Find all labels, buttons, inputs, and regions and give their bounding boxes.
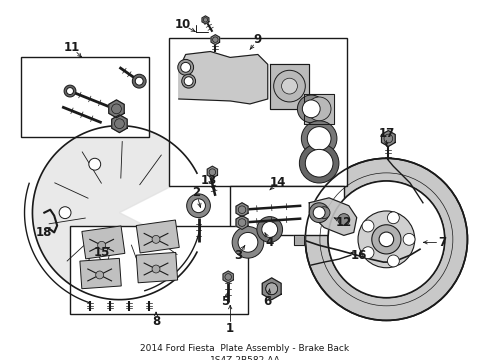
Text: 5: 5 xyxy=(221,295,229,308)
Circle shape xyxy=(262,221,278,237)
Circle shape xyxy=(266,283,278,295)
Circle shape xyxy=(301,121,337,156)
Circle shape xyxy=(187,194,210,217)
Bar xyxy=(169,38,347,186)
Text: 1: 1 xyxy=(226,322,234,335)
Circle shape xyxy=(96,271,103,279)
Polygon shape xyxy=(179,51,268,104)
Circle shape xyxy=(282,78,297,94)
Polygon shape xyxy=(236,203,248,217)
Circle shape xyxy=(238,233,258,252)
Circle shape xyxy=(372,225,401,254)
Text: 11: 11 xyxy=(64,41,80,54)
Circle shape xyxy=(59,207,71,219)
Circle shape xyxy=(274,70,305,102)
Polygon shape xyxy=(202,16,209,24)
Circle shape xyxy=(379,232,393,247)
Text: 13: 13 xyxy=(200,174,217,186)
Circle shape xyxy=(67,87,74,95)
Polygon shape xyxy=(262,278,281,300)
Circle shape xyxy=(89,255,100,267)
Text: 10: 10 xyxy=(174,18,191,31)
Circle shape xyxy=(64,85,76,97)
Circle shape xyxy=(297,95,325,123)
Bar xyxy=(21,58,149,136)
Circle shape xyxy=(328,181,445,298)
Circle shape xyxy=(313,207,325,219)
Polygon shape xyxy=(382,131,395,147)
Text: 2: 2 xyxy=(193,186,200,199)
Polygon shape xyxy=(270,64,309,109)
Bar xyxy=(82,226,125,259)
Text: 6: 6 xyxy=(264,295,272,308)
Polygon shape xyxy=(112,115,127,132)
Polygon shape xyxy=(309,198,357,235)
Circle shape xyxy=(388,212,399,224)
Text: 8: 8 xyxy=(152,315,160,328)
Circle shape xyxy=(232,226,264,258)
Circle shape xyxy=(132,74,146,88)
Text: 3: 3 xyxy=(234,249,242,262)
Bar xyxy=(80,258,121,289)
Text: 4: 4 xyxy=(266,236,274,249)
Circle shape xyxy=(302,100,320,118)
Text: 14: 14 xyxy=(270,176,286,189)
Text: 15: 15 xyxy=(94,246,110,259)
Polygon shape xyxy=(32,126,197,300)
Circle shape xyxy=(299,143,339,183)
Circle shape xyxy=(338,213,350,225)
Bar xyxy=(136,252,178,283)
Circle shape xyxy=(182,74,196,88)
Circle shape xyxy=(305,149,333,177)
Text: 12: 12 xyxy=(336,216,352,229)
Polygon shape xyxy=(109,100,124,118)
Circle shape xyxy=(305,158,467,320)
Circle shape xyxy=(318,207,330,219)
Text: 18: 18 xyxy=(36,226,52,239)
Circle shape xyxy=(309,203,329,222)
Circle shape xyxy=(257,217,283,242)
Circle shape xyxy=(178,59,194,75)
Polygon shape xyxy=(236,216,248,229)
Text: 1S4Z-2B582-AA: 1S4Z-2B582-AA xyxy=(210,356,280,360)
Circle shape xyxy=(181,62,191,72)
Text: 17: 17 xyxy=(378,127,394,140)
Circle shape xyxy=(358,211,415,268)
Circle shape xyxy=(184,77,193,86)
Text: 2014 Ford Fiesta  Plate Assembly - Brake Back: 2014 Ford Fiesta Plate Assembly - Brake … xyxy=(141,344,349,353)
Circle shape xyxy=(98,241,106,249)
Circle shape xyxy=(307,97,331,121)
Polygon shape xyxy=(223,271,233,283)
Bar xyxy=(70,225,248,315)
Polygon shape xyxy=(304,94,334,124)
Circle shape xyxy=(388,255,399,267)
Circle shape xyxy=(307,127,331,150)
Circle shape xyxy=(362,220,374,232)
Text: 7: 7 xyxy=(439,236,447,249)
Circle shape xyxy=(328,181,445,298)
Circle shape xyxy=(192,199,205,213)
Bar xyxy=(136,220,179,253)
Text: 16: 16 xyxy=(350,249,367,262)
Text: 9: 9 xyxy=(254,33,262,46)
Circle shape xyxy=(152,265,160,273)
Bar xyxy=(230,186,344,235)
Circle shape xyxy=(152,235,160,243)
Circle shape xyxy=(135,77,143,85)
Circle shape xyxy=(362,247,374,258)
Circle shape xyxy=(89,158,100,170)
Polygon shape xyxy=(294,235,304,245)
Polygon shape xyxy=(211,35,220,45)
Circle shape xyxy=(403,233,415,245)
Circle shape xyxy=(138,255,150,267)
Polygon shape xyxy=(207,166,218,178)
